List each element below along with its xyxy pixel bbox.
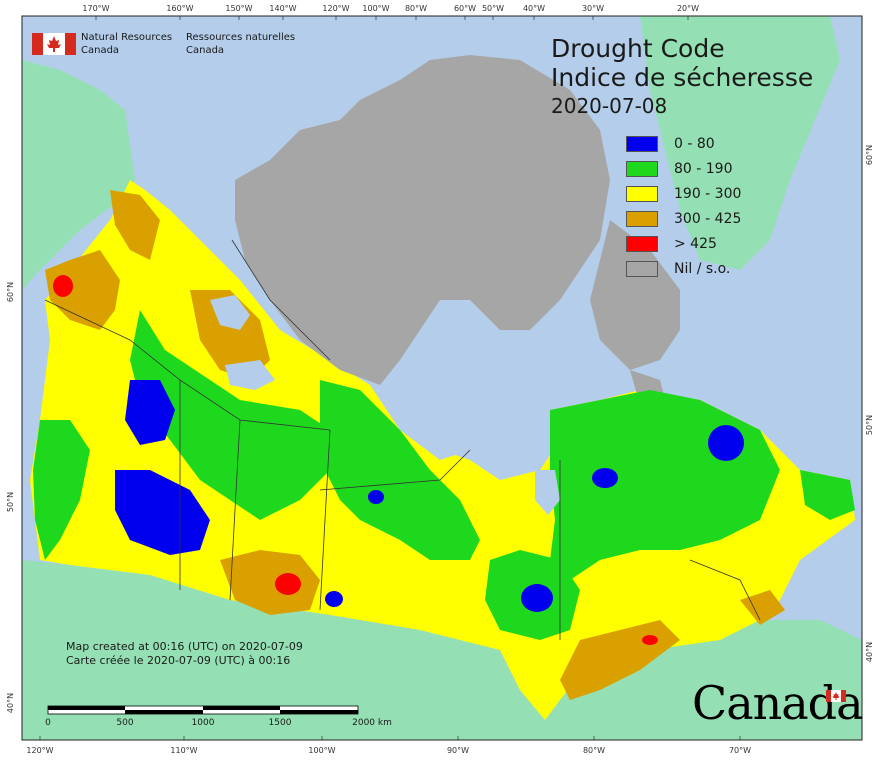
red-ontario — [642, 635, 658, 645]
orange-nwt — [190, 290, 270, 380]
graticule-bottom-label: 120°W — [26, 746, 53, 755]
graticule-top-label: 20°W — [677, 4, 699, 13]
scale-label: 2000 km — [352, 718, 392, 728]
red-yukon — [53, 275, 73, 297]
legend-label: 190 - 300 — [674, 186, 742, 202]
map-border — [21, 15, 863, 741]
legend-item: 190 - 300 — [626, 185, 741, 203]
legend-label: 300 - 425 — [674, 211, 742, 227]
graticule-left-label: 60°N — [6, 282, 15, 302]
agency-name-en: Natural Resources Canada — [81, 31, 172, 57]
green-bc-coast — [33, 420, 90, 560]
green-central — [320, 380, 480, 560]
agency-name-fr: Ressources naturelles Canada — [186, 31, 295, 57]
graticule-bottom-label: 90°W — [447, 746, 469, 755]
legend-item: Nil / s.o. — [626, 260, 730, 278]
legend-label: > 425 — [674, 236, 717, 252]
map-date: 2020-07-08 — [551, 94, 668, 118]
graticule-top-label: 40°W — [523, 4, 545, 13]
graticule-left-label: 40°N — [6, 693, 15, 713]
canada-flag-icon — [32, 33, 76, 55]
agency-line: Canada — [81, 45, 120, 56]
agency-line: Natural Resources — [81, 32, 173, 43]
scale-bar — [47, 705, 359, 715]
graticule-top-label: 100°W — [362, 4, 389, 13]
map-created-note-fr: Carte créée le 2020-07-09 (UTC) à 00:16 — [66, 654, 291, 667]
legend-item: 300 - 425 — [626, 210, 741, 228]
green-nw — [130, 310, 330, 520]
legend-swatch — [626, 211, 658, 227]
legend-item: > 425 — [626, 235, 717, 253]
legend-swatch — [626, 136, 658, 152]
great-slave-lake — [225, 360, 275, 390]
graticule-top-label: 170°W — [82, 4, 109, 13]
graticule-right-label: 50°N — [865, 415, 874, 435]
blue-sask — [325, 591, 343, 607]
graticule-top-label: 50°W — [482, 4, 504, 13]
legend-swatch — [626, 236, 658, 252]
graticule-bottom-label: 80°W — [583, 746, 605, 755]
graticule-right-label: 40°N — [865, 642, 874, 662]
graticule-right-label: 60°N — [865, 145, 874, 165]
wordmark-flag-icon — [826, 690, 846, 702]
greenland-land — [640, 16, 840, 270]
graticule-ticks — [39, 16, 741, 740]
graticule-top-label: 30°W — [582, 4, 604, 13]
map-title-en: Drought Code — [551, 34, 725, 63]
scale-label: 1500 — [268, 718, 292, 728]
provincial-borders — [44, 239, 761, 640]
graticule-top-label: 160°W — [166, 4, 193, 13]
graticule-top-label: 150°W — [225, 4, 252, 13]
agency-line: Ressources naturelles — [186, 32, 296, 43]
scale-label: 1000 — [191, 718, 215, 728]
scale-label: 0 — [45, 718, 51, 728]
arctic-nil — [235, 55, 610, 385]
graticule-top-label: 60°W — [454, 4, 476, 13]
canada-wordmark: Canada — [692, 676, 864, 730]
baffin-nil — [590, 220, 680, 370]
legend-swatch — [626, 161, 658, 177]
orange-yukon — [45, 250, 120, 330]
red-prairie — [275, 573, 301, 595]
hudson-bay — [400, 360, 560, 480]
orange-prairie — [220, 550, 320, 615]
legend-swatch — [626, 261, 658, 277]
legend-swatch — [626, 186, 658, 202]
usa-land — [22, 560, 862, 740]
blue-bc-interior — [115, 470, 210, 555]
great-bear-lake — [210, 295, 250, 330]
orange-maritimes — [740, 590, 785, 625]
alaska-land — [22, 60, 135, 290]
blue-alberta-north — [125, 380, 175, 445]
map-created-note-en: Map created at 00:16 (UTC) on 2020-07-09 — [66, 640, 303, 653]
green-nfld — [800, 470, 855, 520]
graticule-bottom-label: 70°W — [729, 746, 751, 755]
graticule-top-label: 80°W — [405, 4, 427, 13]
legend-item: 0 - 80 — [626, 135, 715, 153]
graticule-top-label: 140°W — [269, 4, 296, 13]
orange-north — [110, 190, 160, 260]
blue-quebec-east — [708, 425, 744, 461]
legend-label: 0 - 80 — [674, 136, 715, 152]
legend-label: Nil / s.o. — [674, 261, 731, 277]
james-bay — [535, 470, 560, 515]
legend-item: 80 - 190 — [626, 160, 733, 178]
graticule-left-label: 50°N — [6, 492, 15, 512]
graticule-top-label: 120°W — [322, 4, 349, 13]
blue-manitoba — [368, 490, 384, 504]
blue-ontario-lake — [521, 584, 553, 612]
graticule-bottom-label: 110°W — [170, 746, 197, 755]
graticule-bottom-label: 100°W — [308, 746, 335, 755]
legend-label: 80 - 190 — [674, 161, 733, 177]
blue-quebec-lake — [592, 468, 618, 488]
agency-line: Canada — [186, 45, 225, 56]
map-title-fr: Indice de sécheresse — [551, 63, 814, 92]
scale-label: 500 — [116, 718, 134, 728]
